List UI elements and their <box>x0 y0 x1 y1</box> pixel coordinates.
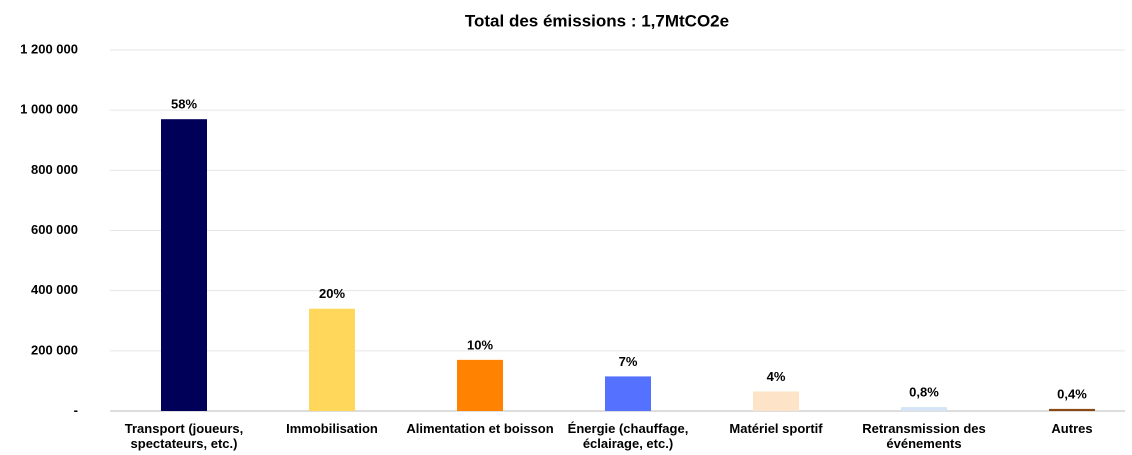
bar <box>457 359 503 411</box>
x-tick-label: Autres <box>1051 421 1093 436</box>
x-tick-label: Matériel sportif <box>729 421 823 436</box>
y-tick-label: 600 000 <box>31 222 78 237</box>
bar <box>309 308 355 411</box>
data-label: 0,4% <box>1057 386 1087 401</box>
y-tick-label: 1 200 000 <box>20 41 78 56</box>
data-label: 0,8% <box>909 385 939 400</box>
x-tick-label: Retransmission des événements <box>862 421 986 451</box>
bar <box>753 391 799 411</box>
y-tick-label: 800 000 <box>31 162 78 177</box>
data-label: 7% <box>619 354 638 369</box>
y-tick-label: - <box>74 402 78 417</box>
bar <box>1049 408 1095 411</box>
data-label: 58% <box>171 97 197 112</box>
data-label: 4% <box>767 369 786 384</box>
x-tick-label: Alimentation et boisson <box>406 421 554 436</box>
x-tick-label: Immobilisation <box>286 421 378 436</box>
data-label: 10% <box>467 337 493 352</box>
y-tick-label: 400 000 <box>31 282 78 297</box>
bar <box>605 376 651 411</box>
y-tick-label: 200 000 <box>31 342 78 357</box>
data-label: 20% <box>319 286 345 301</box>
y-tick-label: 1 000 000 <box>20 102 78 117</box>
x-tick-label: Transport (joueurs, spectateurs, etc.) <box>124 421 244 451</box>
bar <box>161 119 207 412</box>
chart-title: Total des émissions : 1,7MtCO2e <box>465 11 729 30</box>
x-tick-label: Énergie (chauffage, éclairage, etc.) <box>567 421 689 451</box>
bar <box>901 407 947 411</box>
